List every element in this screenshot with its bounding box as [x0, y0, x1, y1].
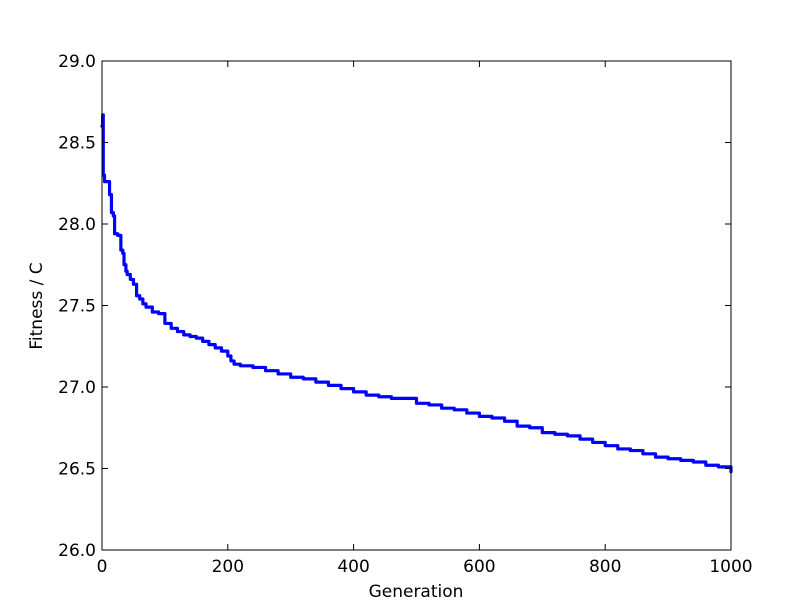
y-tick-label: 27.5 [58, 297, 96, 317]
y-tick-label: 26.0 [58, 541, 96, 561]
x-axis-ticks: 0 200 400 600 800 1000 [97, 61, 753, 577]
series-line-0 [100, 113, 733, 474]
x-axis-label: Generation [369, 582, 464, 602]
x-tick-label: 400 [337, 557, 369, 577]
y-tick-label: 28.0 [58, 215, 96, 235]
y-tick-label: 29.0 [58, 52, 96, 72]
x-tick-label: 200 [212, 557, 244, 577]
x-tick-label: 0 [97, 557, 108, 577]
y-tick-label: 26.5 [58, 460, 96, 480]
x-tick-label: 800 [589, 557, 621, 577]
x-tick-label: 600 [463, 557, 495, 577]
y-tick-label: 27.0 [58, 378, 96, 398]
x-tick-label: 1000 [709, 557, 752, 577]
y-axis-label: Fitness / C [27, 262, 47, 349]
y-axis-ticks: 26.0 26.5 27.0 27.5 28.0 28.5 29.0 [58, 52, 731, 561]
y-tick-label: 28.5 [58, 134, 96, 154]
